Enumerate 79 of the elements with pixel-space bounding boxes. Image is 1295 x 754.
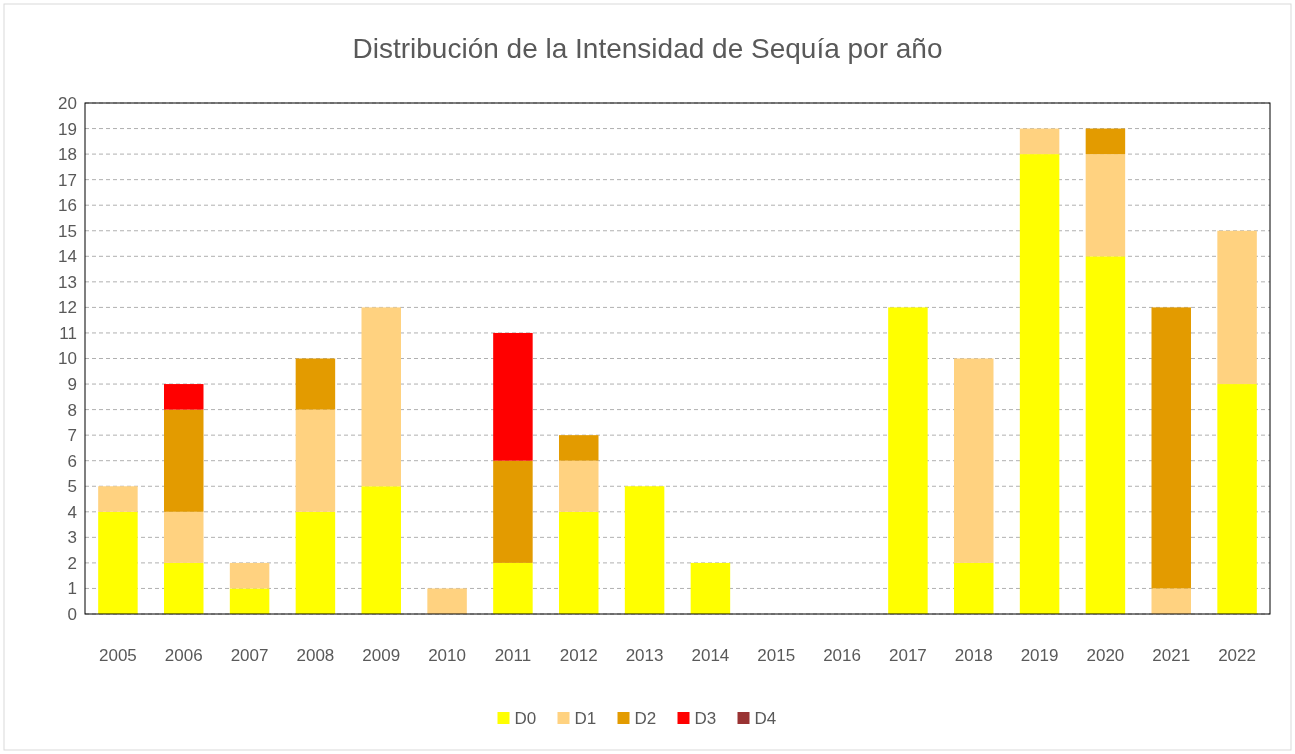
y-tick-label: 10 [58, 349, 77, 369]
chart-title: Distribución de la Intensidad de Sequía por año [352, 33, 943, 64]
bar [559, 511, 599, 614]
bar [427, 588, 467, 614]
y-tick-label: 5 [67, 477, 77, 497]
bar [164, 409, 204, 512]
x-tick-label: 2018 [954, 646, 993, 665]
bar [1217, 230, 1257, 385]
bar [954, 358, 994, 563]
y-tick-label: 0 [67, 604, 77, 624]
y-tick-label: 8 [67, 400, 77, 420]
y-tick-label: 2 [67, 553, 77, 573]
x-tick-label: 2008 [296, 646, 335, 665]
bar [1151, 307, 1191, 589]
y-tick-label: 3 [67, 528, 77, 548]
y-tick-label: 17 [58, 170, 77, 190]
y-tick-label: 1 [67, 579, 77, 599]
y-tick-label: 19 [58, 119, 77, 139]
x-tick-label: 2016 [823, 646, 861, 665]
x-tick-label: 2009 [362, 646, 401, 665]
x-tick-label: 2013 [625, 646, 664, 665]
bar [1085, 128, 1126, 155]
bar [559, 435, 599, 461]
y-tick-label: 14 [58, 247, 77, 267]
bar [1019, 154, 1060, 614]
y-tick-label: 11 [59, 323, 77, 343]
bar [954, 562, 994, 614]
x-tick-label: 2015 [757, 646, 796, 665]
bar [295, 511, 336, 614]
bar [164, 511, 204, 563]
bar [1217, 384, 1257, 614]
bar [361, 486, 401, 614]
bar [361, 307, 401, 487]
bar [164, 384, 204, 410]
bar [98, 511, 138, 614]
bar [98, 486, 138, 512]
bar [493, 460, 533, 563]
bar [229, 562, 270, 589]
x-tick-label: 2011 [494, 646, 532, 665]
x-tick-label: 2007 [230, 646, 269, 665]
x-tick-label: 2012 [559, 646, 598, 665]
y-tick-label: 4 [67, 502, 77, 522]
x-tick-label: 2017 [889, 646, 927, 665]
x-tick-label: 2021 [1152, 646, 1191, 665]
bar [493, 332, 533, 461]
legend-label: D4 [754, 708, 777, 728]
x-tick-label: 2022 [1218, 646, 1256, 665]
bar [1085, 256, 1126, 614]
y-tick-label: 12 [58, 298, 77, 318]
x-tick-label: 2020 [1086, 646, 1125, 665]
x-tick-label: 2019 [1020, 646, 1059, 665]
legend-label: D1 [574, 708, 597, 728]
x-tick-label: 2010 [428, 646, 466, 665]
y-tick-label: 9 [67, 375, 77, 394]
y-tick-label: 20 [58, 93, 77, 113]
bar [1151, 588, 1191, 614]
legend-label: D2 [634, 708, 657, 728]
x-tick-label: 2014 [691, 646, 730, 665]
bar [164, 562, 204, 614]
bar [559, 460, 599, 512]
y-tick-label: 16 [58, 196, 77, 216]
legend-label: D3 [694, 708, 717, 728]
x-tick-label: 2006 [164, 646, 203, 665]
bar [295, 358, 336, 410]
y-tick-label: 18 [58, 145, 77, 165]
bar [1085, 154, 1126, 257]
bar [690, 562, 731, 614]
x-tick-label: 2005 [99, 646, 137, 665]
y-tick-label: 6 [67, 451, 77, 471]
bar [295, 409, 336, 512]
y-tick-label: 13 [58, 272, 77, 292]
y-tick-label: 15 [58, 221, 77, 241]
y-tick-label: 7 [67, 426, 77, 446]
legend-label: D0 [514, 708, 537, 728]
bar [229, 588, 270, 614]
bar [493, 562, 533, 614]
bar [1019, 128, 1060, 155]
bar [888, 307, 928, 614]
bar [624, 486, 665, 614]
